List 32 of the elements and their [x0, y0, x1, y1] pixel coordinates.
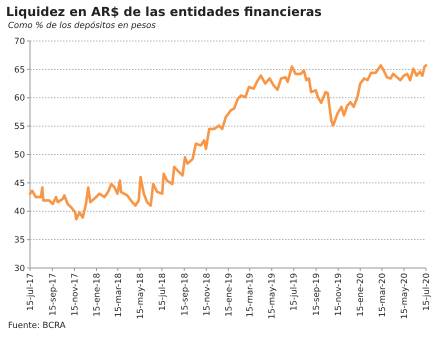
y-tick-label: 40 [14, 207, 25, 218]
x-tick-label: 15-nov-19 [334, 273, 344, 316]
source-note: Fuente: BCRA [8, 321, 66, 331]
x-tick-label: 15-may-19 [268, 273, 278, 320]
x-tick-label: 15-jul-20 [422, 273, 432, 311]
x-tick-label: 15-sep-19 [312, 273, 322, 316]
x-tick-label: 15-jul-19 [290, 273, 300, 311]
x-tick-label: 15-mar-19 [246, 273, 256, 318]
y-tick-label: 70 [14, 36, 25, 47]
x-tick-label: 15-ene-20 [356, 273, 366, 317]
x-tick-label: 15-ene-18 [92, 273, 102, 317]
line-series [28, 64, 428, 220]
x-tick-label: 15-mar-18 [114, 273, 124, 318]
x-tick-label: 15-may-18 [136, 273, 146, 320]
x-tick-label: 15-may-20 [400, 273, 410, 320]
y-tick-label: 55 [14, 122, 25, 132]
x-tick-label: 15-ene-19 [224, 273, 234, 317]
x-tick-label: 15-sep-17 [48, 273, 58, 316]
x-tick-label: 15-nov-17 [70, 273, 80, 316]
y-tick-label: 30 [14, 264, 25, 274]
y-tick-label: 65 [14, 65, 25, 76]
y-tick-label: 50 [14, 150, 25, 160]
y-tick-label: 60 [14, 94, 25, 104]
x-tick-label: 15-jul-18 [158, 273, 168, 311]
chart-title: Liquidez en AR$ de las entidades financieras [6, 4, 322, 19]
y-tick-label: 45 [14, 178, 25, 189]
x-tick-label: 15-mar-20 [378, 273, 388, 318]
x-tick-label: 15-nov-18 [202, 273, 212, 316]
y-tick-label: 35 [14, 236, 25, 246]
x-tick-label: 15-jul-17 [26, 273, 36, 311]
x-tick-label: 15-sep-18 [180, 273, 190, 316]
chart-subtitle: Como % de los depósitos en pesos [8, 21, 156, 31]
